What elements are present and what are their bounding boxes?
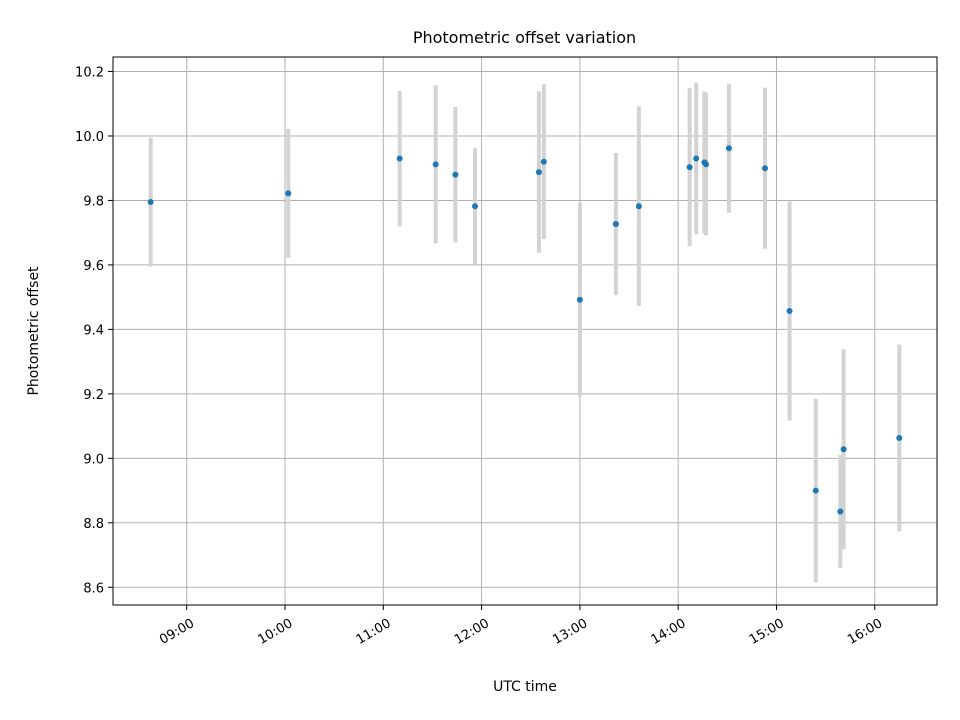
y-tick-label: 9.2 [83, 388, 104, 403]
data-point [786, 308, 793, 315]
data-point [576, 296, 583, 303]
data-point [896, 435, 903, 442]
data-point [635, 203, 642, 210]
data-point [840, 446, 847, 453]
y-axis-label: Photometric offset [26, 266, 42, 396]
y-tick-label: 8.6 [83, 581, 104, 596]
data-point [693, 155, 700, 162]
data-point [837, 508, 844, 515]
y-tick-label: 9.0 [83, 452, 104, 467]
data-point [761, 165, 768, 172]
data-point [396, 155, 403, 162]
y-tick-label: 10.0 [75, 130, 104, 145]
grid [113, 57, 937, 605]
y-tick-label: 10.2 [75, 66, 104, 81]
chart-title: Photometric offset variation [413, 28, 636, 47]
y-tick-label: 8.8 [83, 517, 104, 532]
data-point [686, 164, 693, 171]
y-tick-label: 9.6 [83, 259, 104, 274]
data-point [472, 203, 479, 210]
x-axis-label: UTC time [493, 679, 557, 695]
plot-frame [112, 56, 938, 606]
data-point [452, 171, 459, 178]
data-point [432, 161, 439, 168]
data-point [285, 190, 292, 197]
data-point [612, 220, 619, 227]
data-point [147, 199, 154, 206]
data-point [812, 487, 819, 494]
y-tick-label: 9.4 [83, 323, 104, 338]
data-points [147, 145, 903, 515]
data-point [535, 169, 542, 176]
y-axis-ticks: 8.6 8.8 9.0 9.2 9.4 9.6 9.8 10.0 10.2 [75, 66, 113, 596]
data-point [703, 161, 710, 168]
data-point [725, 145, 732, 152]
data-point [540, 158, 547, 165]
y-tick-label: 9.8 [83, 194, 104, 209]
